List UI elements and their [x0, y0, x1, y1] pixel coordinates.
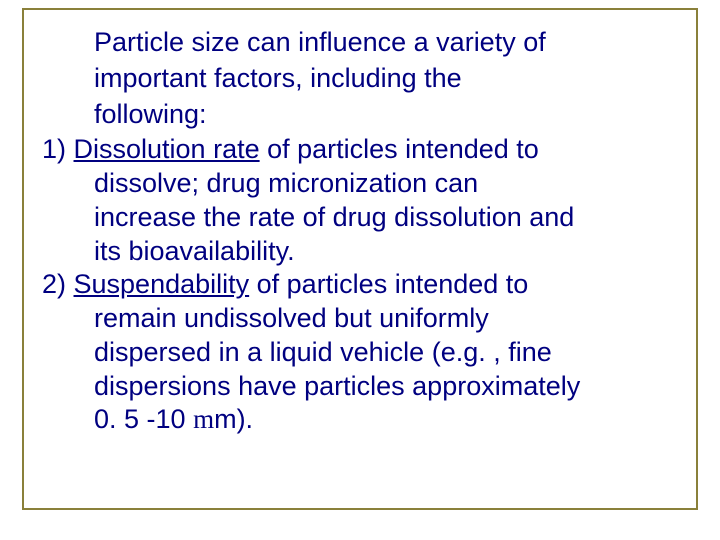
item1-term: Dissolution rate [74, 134, 260, 164]
intro-line-3: following: [94, 98, 670, 132]
item2-term: Suspendability [74, 269, 250, 299]
item2-number: 2) [42, 269, 74, 299]
item1-l4: its bioavailability. [94, 235, 670, 269]
item2-l4: dispersions have particles approximately [94, 370, 670, 404]
item2-l5b: m). [214, 404, 253, 434]
item1-l2: dissolve; drug micronization can [94, 167, 670, 201]
slide: Particle size can influence a variety of… [0, 0, 720, 540]
list-item-1: 1) Dissolution rate of particles intende… [42, 133, 670, 268]
item1-l3: increase the rate of drug dissolution an… [94, 201, 670, 235]
intro-line-2: important factors, including the [94, 62, 670, 96]
item1-rest-l1: of particles intended to [260, 134, 539, 164]
item2-l2: remain undissolved but uniformly [94, 302, 670, 336]
content-block: Particle size can influence a variety of… [42, 26, 670, 437]
item2-l5: 0. 5 -10 mm). [94, 403, 670, 437]
list-item-2: 2) Suspendability of particles intended … [42, 268, 670, 437]
item1-number: 1) [42, 134, 74, 164]
item2-rest-l1: of particles intended to [249, 269, 528, 299]
item2-l5a: 0. 5 -10 [94, 404, 193, 434]
mu-symbol: m [193, 404, 214, 434]
item2-l3: dispersed in a liquid vehicle (e.g. , fi… [94, 336, 670, 370]
intro-line-1: Particle size can influence a variety of [94, 26, 670, 60]
text-frame: Particle size can influence a variety of… [22, 8, 698, 510]
